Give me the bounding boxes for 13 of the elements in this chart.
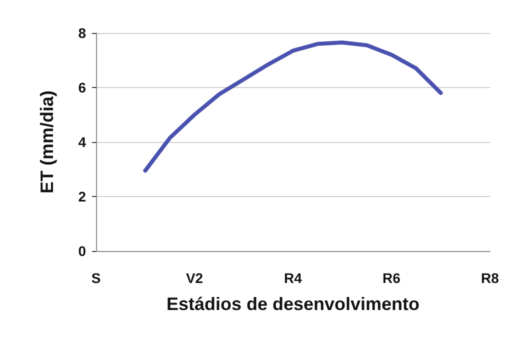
x-tick-label: R6 [382,270,401,286]
x-tick-label: R8 [481,270,500,286]
y-tick-label: 6 [78,80,86,96]
y-tick-label: 4 [78,134,86,150]
y-tick-label: 2 [78,188,86,204]
x-axis-title: Estádios de desenvolvimento [166,294,420,314]
y-axis-title: ET (mm/dia) [37,90,57,194]
line-series [143,40,443,173]
x-tick-label: V2 [186,270,204,286]
y-tick-label: 0 [78,243,86,259]
y-tick-label: 8 [78,25,86,41]
x-tick-label: S [91,270,101,286]
x-tick-label: R4 [284,270,302,286]
